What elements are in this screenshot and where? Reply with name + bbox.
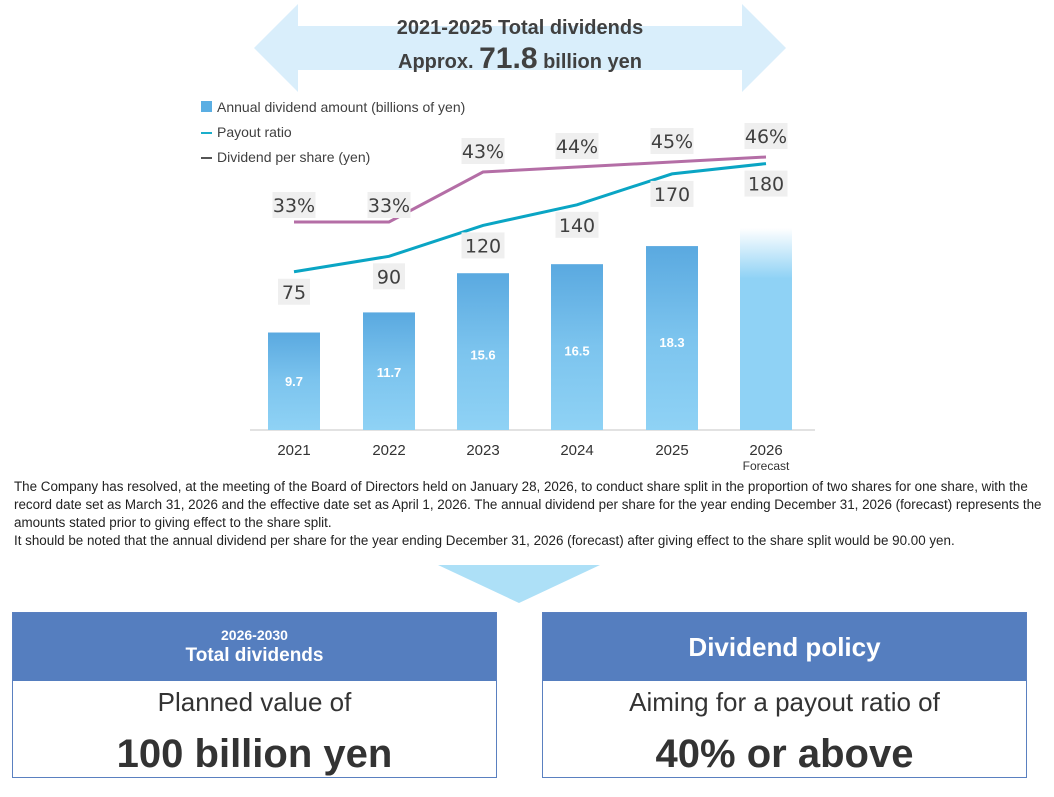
payout-ratio-label-bg	[744, 123, 788, 149]
policy-heading: Dividend policy	[688, 631, 881, 662]
legend-square-icon	[201, 101, 212, 112]
dps-label-bg	[744, 170, 788, 197]
policy-value: 40% or above	[655, 732, 914, 776]
dps-label: 180	[748, 174, 784, 196]
bar-value-label: 9.7	[285, 374, 303, 389]
x-tick-sublabel: Forecast	[743, 459, 790, 473]
x-tick-label: 2026	[749, 442, 782, 459]
dps-label-bg	[650, 180, 694, 207]
legend-item-payout-ratio: Payout ratio	[201, 124, 292, 140]
x-tick-label: 2025	[655, 442, 688, 459]
total-dividends-plan-box: 2026-2030 Total dividends Planned value …	[12, 612, 497, 778]
payout-ratio-label: 45%	[651, 131, 693, 153]
dps-label-bg	[373, 263, 405, 290]
x-tick-label: 2024	[560, 442, 593, 459]
dividend-per-share-line	[293, 162, 767, 274]
share-split-note: The Company has resolved, at the meeting…	[14, 479, 1042, 548]
payout-ratio-line	[294, 155, 767, 224]
payout-ratio-label: 46%	[745, 126, 787, 148]
x-tick-label: 2022	[372, 442, 405, 459]
down-arrow-icon	[438, 565, 600, 603]
legend-line-icon	[201, 157, 212, 160]
plan-value: 100 billion yen	[116, 732, 393, 776]
dps-label: 120	[465, 235, 501, 257]
dps-label: 75	[282, 282, 306, 304]
bar-value-label: 15.6	[470, 347, 495, 362]
x-tick-label: 2021	[277, 442, 310, 459]
payout-ratio-label: 44%	[556, 136, 598, 158]
payout-ratio-label-bg	[650, 128, 694, 154]
banner-title: 2021-2025 Total dividends	[396, 17, 644, 39]
dps-label: 90	[377, 266, 401, 288]
legend-line-icon	[201, 132, 212, 135]
bar-2022	[363, 312, 415, 430]
legend-item-dividend-per-share: Dividend per share (yen)	[201, 149, 370, 165]
x-tick-label: 2023	[466, 442, 499, 459]
payout-ratio-label-bg	[555, 133, 599, 159]
dps-label-bg	[461, 232, 505, 259]
dps-label-bg	[278, 278, 310, 305]
payout-ratio-label: 33%	[273, 195, 315, 217]
policy-subtext: Aiming for a payout ratio of	[629, 687, 940, 717]
total-dividends-banner: 2021-2025 Total dividends Approx. 71.8 b…	[254, 14, 786, 79]
bar-2023	[457, 273, 509, 430]
plan-subtext: Planned value of	[157, 687, 352, 717]
bar-2025	[646, 246, 698, 430]
banner-amount: 71.8	[479, 42, 538, 75]
payout-ratio-label: 43%	[462, 141, 504, 163]
dividend-chart: 9.7 11.7 15.6 16.5 18.3 33% 33% 43% 44% 45% 46% 75 9…	[250, 123, 815, 473]
dps-label-bg	[555, 211, 599, 238]
plan-period: 2026-2030	[221, 627, 288, 643]
forecast-bar	[740, 228, 792, 430]
payout-ratio-label: 33%	[368, 195, 410, 217]
payout-ratio-label-bg	[272, 192, 316, 218]
legend-item-dividend-amount: Annual dividend amount (billions of yen)	[201, 99, 465, 115]
dps-label: 140	[559, 215, 595, 237]
payout-ratio-label-bg	[367, 192, 411, 218]
plan-heading: Total dividends	[185, 645, 324, 666]
payout-ratio-label-bg	[461, 138, 505, 164]
bar-2024	[551, 264, 603, 430]
dividend-policy-box: Dividend policy Aiming for a payout rati…	[542, 612, 1027, 778]
bar-2021	[268, 332, 320, 430]
bar-value-label: 16.5	[564, 343, 589, 358]
banner-prefix: Approx.	[398, 51, 474, 73]
double-arrow-banner	[254, 4, 786, 92]
dps-label: 170	[654, 184, 690, 206]
banner-suffix: billion yen	[543, 51, 642, 73]
bar-value-label: 11.7	[377, 365, 402, 380]
bar-value-label: 18.3	[659, 335, 684, 350]
